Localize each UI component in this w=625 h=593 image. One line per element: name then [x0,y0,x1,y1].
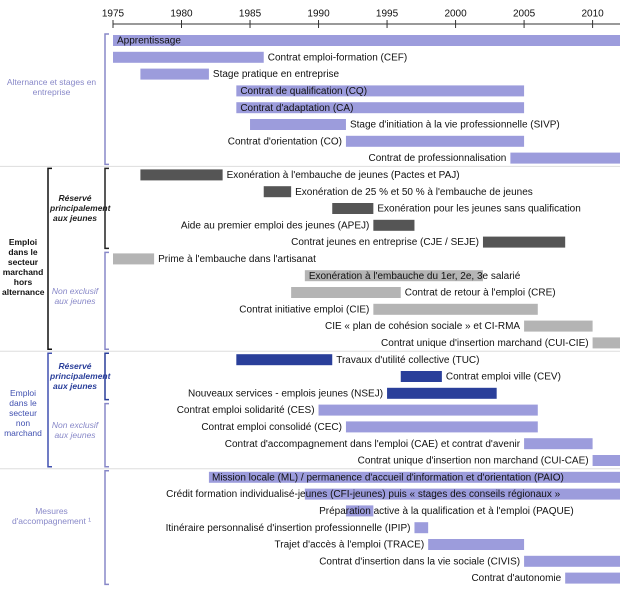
bar-label: Stage pratique en entreprise [213,69,340,80]
section-label: Mesures d'accompagnement ¹ [11,505,92,526]
bar-label: Contrat de retour à l'emploi (CRE) [405,288,556,299]
bar-label: Contrat de qualification (CQ) [240,86,367,97]
block-label: Réservé principalement aux jeunes [50,193,111,224]
x-tick-label: 2010 [581,9,604,20]
section-label: Alternance et stages en entreprise [6,77,97,98]
bar-label: Contrat d'accompagnement dans l'emploi (… [225,439,521,450]
bar [113,253,155,265]
bar-label: Prime à l'embauche dans l'artisanat [158,254,316,265]
x-tick-label: 2000 [444,9,467,20]
x-tick-label: 1995 [376,9,399,20]
bar [236,102,525,114]
bar-label: Contrat emploi-formation (CEF) [268,52,407,63]
block-label: Non exclusif aux jeunes [51,285,99,306]
x-tick-label: 1990 [307,9,330,20]
bar [400,371,442,382]
bar-label: Contrat d'insertion dans la vie sociale … [319,556,520,567]
bar [373,219,415,231]
x-tick-label: 2005 [513,9,536,20]
x-tick-label: 1975 [102,9,125,20]
bar [592,337,620,349]
section-label: Emploi dans le secteur marchand hors alt… [2,236,45,297]
bar [428,539,525,550]
section-bracket [47,167,52,350]
bar [345,505,374,517]
bar-label: Aide au premier emploi des jeunes (APEJ) [181,220,369,231]
bar-label: Nouveaux services - emplois jeunes (NSEJ… [188,388,383,399]
bar-label: CIE « plan de cohésion sociale » et CI-R… [325,321,520,332]
bar-label: Contrat unique d'insertion non marchand … [358,456,589,467]
bar-label: Contrat d'autonomie [471,573,561,584]
bar [592,455,620,466]
bar [140,68,209,80]
bar [565,572,620,584]
bar-label: Contrat emploi ville (CEV) [446,372,561,383]
bar-label: Itinéraire personnalisé d'insertion prof… [166,523,411,534]
section-bracket [47,352,52,468]
bracket [104,402,109,468]
bar [414,522,429,534]
bar-label: Exonération à l'embauche de jeunes (Pact… [227,170,460,181]
bar [373,303,538,315]
bar [304,270,483,282]
bar-label: Contrat emploi consolidé (CEC) [201,422,342,433]
bar [208,471,620,483]
bracket [104,251,109,350]
bar-label: Contrat unique d'insertion marchand (CUI… [381,338,589,349]
bar-label: Contrat d'adaptation (CA) [240,103,353,114]
bar [140,169,223,181]
bar [345,421,538,433]
block-label: Non exclusif aux jeunes [51,420,99,441]
bar [510,152,620,164]
bar-label: Contrat de professionnalisation [369,153,507,164]
bar [345,135,525,147]
bar-label: Contrat jeunes en entreprise (CJE / SEJE… [291,237,479,248]
bar-label: Crédit formation individualisé-jeunes (C… [166,489,561,500]
bar [263,186,292,198]
x-tick-label: 1985 [239,9,262,20]
section-label: Emploi dans le secteur non marchand [4,388,42,438]
bar-label: Contrat emploi solidarité (CES) [177,405,315,416]
bar-label: Exonération à l'embauche du 1er, 2e, 3e … [309,271,521,282]
bar [291,287,401,298]
bar-label: Apprentissage [117,36,181,47]
bar [332,203,374,214]
bar [482,236,566,248]
bar [387,387,497,399]
section-bracket [104,470,109,586]
bar-label: Travaux d'utilité collective (TUC) [336,355,479,366]
bar [524,438,593,450]
bar-label: Contrat initiative emploi (CIE) [239,304,369,315]
x-tick-label: 1980 [170,9,193,20]
bar-label: Exonération pour les jeunes sans qualifi… [377,204,580,215]
bracket [104,352,109,401]
section-bracket [104,33,109,166]
bracket [104,167,109,250]
bar [250,119,346,130]
block-label: Réservé principalement aux jeunes [50,361,111,392]
bar-label: Préparation active à la qualification et… [319,506,574,517]
bar-label: Exonération de 25 % et 50 % à l'embauche… [295,187,533,198]
bar [304,488,620,500]
bar [524,320,593,332]
bar-label: Trajet d'accès à l'emploi (TRACE) [275,540,425,551]
bar [524,555,620,567]
bar-label: Stage d'initiation à la vie professionne… [350,120,560,131]
bar [318,404,538,416]
bar-label: Contrat d'orientation (CO) [228,136,342,147]
bar [113,35,620,46]
bar [236,85,525,97]
bar [113,51,264,63]
bar [236,354,333,366]
bar-label: Mission locale (ML) / permanence d'accue… [212,472,564,483]
